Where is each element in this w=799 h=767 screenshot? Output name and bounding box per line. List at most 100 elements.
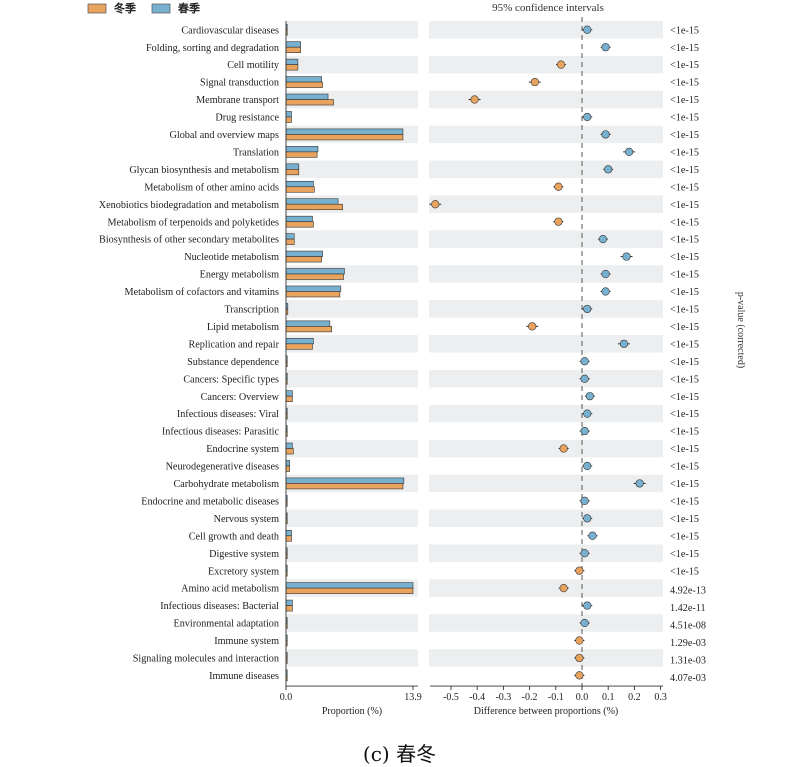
p-value-2: <1e-15 xyxy=(670,43,699,54)
bar-row-bg-3 xyxy=(287,55,418,74)
bar-winter-10 xyxy=(285,186,315,193)
bar-spring-25 xyxy=(285,442,293,449)
ci-row-bg-3 xyxy=(429,55,663,74)
ci-tick-label-6: 0.0 xyxy=(576,692,589,703)
p-value-10: <1e-15 xyxy=(670,182,699,193)
bar-spring-16 xyxy=(285,285,342,292)
category-label-23: Infectious diseases: Viral xyxy=(177,409,279,420)
category-label-22: Cancers: Overview xyxy=(201,392,280,403)
category-label-18: Lipid metabolism xyxy=(207,322,279,333)
p-value-9: <1e-15 xyxy=(670,165,699,176)
bar-spring-9 xyxy=(285,163,300,170)
p-value-7: <1e-15 xyxy=(670,130,699,141)
bar-winter-13 xyxy=(285,238,295,245)
bar-winter-25 xyxy=(285,448,294,455)
ci-row-bg-5 xyxy=(429,90,663,109)
ci-row-bg-7 xyxy=(429,125,663,144)
p-value-34: 1.42e-11 xyxy=(670,603,706,614)
bar-spring-2 xyxy=(285,41,301,48)
bar-winter-18 xyxy=(285,326,332,333)
category-label-36: Immune system xyxy=(214,636,279,647)
p-value-38: 4.07e-03 xyxy=(670,673,706,684)
category-label-33: Amino acid metabolism xyxy=(181,584,279,595)
bar-spring-3 xyxy=(285,58,299,65)
ci-tick-label-2: -0.4 xyxy=(469,692,485,703)
p-value-29: <1e-15 xyxy=(670,514,699,525)
ci-point-11 xyxy=(431,200,440,209)
p-value-13: <1e-15 xyxy=(670,235,699,246)
bar-winter-6 xyxy=(285,116,292,123)
bar-spring-5 xyxy=(285,93,329,100)
ci-row-bg-11 xyxy=(429,195,663,213)
bar-winter-9 xyxy=(285,169,300,176)
bar-winter-16 xyxy=(285,291,341,298)
bar-winter-5 xyxy=(285,99,334,106)
ci-point-17 xyxy=(583,304,592,314)
row-backgrounds xyxy=(287,21,663,667)
p-value-14: <1e-15 xyxy=(670,252,699,263)
ci-point-12 xyxy=(554,217,563,226)
bar-spring-22 xyxy=(285,390,293,397)
p-value-16: <1e-15 xyxy=(670,287,699,298)
category-label-14: Nucleotide metabolism xyxy=(184,252,279,263)
ci-tick-label-5: -0.1 xyxy=(548,692,564,703)
ci-row-bg-9 xyxy=(429,160,663,179)
bar-winter-34 xyxy=(285,605,293,612)
axes: 0.0 13.9 Proportion (%) -0.5 -0.4 -0.3 -0.2 -0.… xyxy=(280,21,667,717)
p-value-8: <1e-15 xyxy=(670,147,699,158)
p-value-19: <1e-15 xyxy=(670,339,699,350)
p-value-15: <1e-15 xyxy=(670,270,699,281)
p-value-17: <1e-15 xyxy=(670,305,699,316)
bar-row-bg-17 xyxy=(287,300,418,318)
ci-tick-label-4: -0.2 xyxy=(522,692,538,703)
p-value-31: <1e-15 xyxy=(670,549,699,560)
category-label-1: Cardiovascular diseases xyxy=(181,25,279,36)
p-value-24: <1e-15 xyxy=(670,427,699,438)
bar-winter-4 xyxy=(285,81,323,88)
category-label-32: Excretory system xyxy=(208,566,279,577)
ci-point-24 xyxy=(580,426,589,436)
bar-spring-7 xyxy=(285,128,404,135)
bar-row-bg-9 xyxy=(287,160,418,179)
figure-caption: (c) 春冬 xyxy=(362,742,437,766)
category-label-19: Replication and repair xyxy=(188,339,279,350)
bar-tick-label-1: 0.0 xyxy=(280,692,293,703)
category-label-6: Drug resistance xyxy=(215,113,279,124)
p-value-5: <1e-15 xyxy=(670,95,699,106)
ci-point-28 xyxy=(580,496,589,505)
ci-point-6 xyxy=(583,112,592,122)
ci-point-13 xyxy=(598,235,608,244)
ci-point-23 xyxy=(583,409,592,418)
bar-winter-12 xyxy=(285,221,314,228)
bar-spring-19 xyxy=(285,338,314,345)
p-value-11: <1e-15 xyxy=(670,200,699,211)
bar-winter-22 xyxy=(285,395,293,402)
category-label-34: Infectious diseases: Bacterial xyxy=(160,601,279,612)
ci-point-34 xyxy=(583,601,592,610)
ci-point-16 xyxy=(601,287,610,296)
category-label-25: Endocrine system xyxy=(206,444,279,455)
bar-spring-8 xyxy=(285,146,319,153)
p-value-18: <1e-15 xyxy=(670,322,699,333)
bar-row-bg-19 xyxy=(287,335,418,353)
ci-point-14 xyxy=(622,252,631,261)
ci-row-bg-19 xyxy=(429,335,663,353)
p-value-26: <1e-15 xyxy=(670,462,699,473)
bar-winter-30 xyxy=(285,535,292,542)
ci-row-bg-17 xyxy=(429,300,663,318)
p-value-22: <1e-15 xyxy=(670,392,699,403)
category-label-30: Cell growth and death xyxy=(189,531,279,542)
bar-spring-18 xyxy=(285,320,331,327)
ci-point-30 xyxy=(588,531,597,540)
bar-chart xyxy=(285,23,414,682)
ci-point-38 xyxy=(575,671,584,680)
p-value-20: <1e-15 xyxy=(670,357,699,368)
bar-row-bg-35 xyxy=(287,614,418,632)
bar-row-bg-29 xyxy=(287,509,418,528)
ci-point-26 xyxy=(583,461,592,471)
category-labels: Cardiovascular diseases Folding, sorting … xyxy=(99,25,280,682)
category-label-4: Signal transduction xyxy=(200,78,279,89)
category-label-13: Biosynthesis of other secondary metaboli… xyxy=(99,235,279,246)
ci-point-35 xyxy=(580,618,589,628)
